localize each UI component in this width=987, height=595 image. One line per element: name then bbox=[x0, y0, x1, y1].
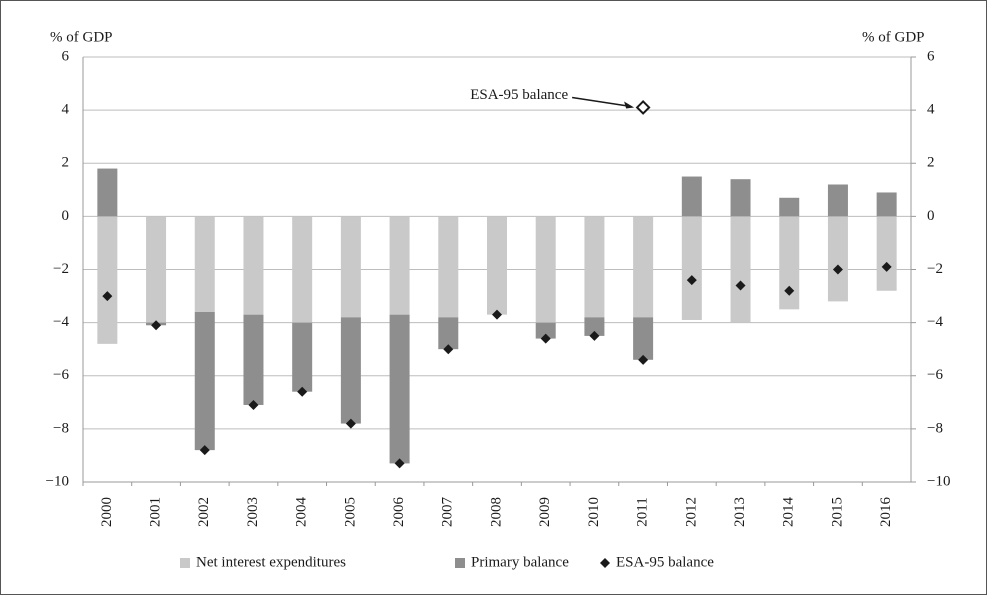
y2-tick-label: −6 bbox=[927, 367, 943, 383]
y-tick-label: 6 bbox=[62, 48, 70, 64]
bar bbox=[779, 197, 800, 217]
y2-tick-label: −10 bbox=[927, 473, 950, 489]
marker bbox=[345, 418, 356, 429]
y-tick-label: 2 bbox=[62, 155, 70, 171]
bar bbox=[681, 176, 702, 217]
y2-tick-label: −8 bbox=[927, 420, 943, 436]
marker bbox=[638, 354, 649, 365]
marker bbox=[248, 399, 259, 410]
y-axis-label: % of GDP bbox=[50, 29, 113, 45]
bar bbox=[97, 168, 118, 217]
y-tick-label: −4 bbox=[53, 314, 69, 330]
bar bbox=[535, 216, 556, 323]
x-tick-label: 2014 bbox=[781, 497, 797, 528]
legend-swatch bbox=[455, 558, 465, 568]
marker bbox=[735, 280, 746, 291]
bar bbox=[389, 314, 410, 464]
bar bbox=[827, 216, 848, 302]
bar bbox=[438, 317, 459, 350]
bar bbox=[243, 216, 264, 315]
marker bbox=[686, 275, 697, 286]
y-tick-label: −6 bbox=[53, 367, 69, 383]
marker bbox=[102, 291, 113, 302]
y2-tick-label: 2 bbox=[927, 155, 935, 171]
bar bbox=[584, 317, 605, 336]
marker bbox=[151, 320, 162, 331]
x-tick-label: 2008 bbox=[488, 497, 504, 527]
marker bbox=[832, 264, 843, 275]
x-tick-label: 2002 bbox=[196, 497, 212, 527]
bar bbox=[340, 317, 361, 424]
bar bbox=[633, 317, 654, 360]
bar bbox=[340, 216, 361, 318]
y-tick-label: 0 bbox=[62, 208, 70, 224]
bar bbox=[535, 322, 556, 339]
x-tick-label: 2011 bbox=[635, 497, 651, 526]
y2-tick-label: 4 bbox=[927, 102, 935, 118]
legend-swatch bbox=[600, 558, 610, 568]
bar bbox=[292, 322, 313, 392]
bar bbox=[194, 312, 215, 451]
marker bbox=[443, 344, 454, 355]
annotation-arrow bbox=[572, 96, 632, 108]
bar bbox=[487, 216, 507, 315]
annotation-arrowhead bbox=[624, 101, 635, 109]
x-tick-label: 2000 bbox=[99, 497, 115, 527]
bar bbox=[681, 216, 702, 320]
x-tick-label: 2005 bbox=[342, 497, 358, 527]
marker bbox=[540, 333, 551, 344]
y2-axis-label: % of GDP bbox=[862, 29, 925, 45]
legend-label: Net interest expenditures bbox=[196, 554, 346, 570]
bar bbox=[876, 216, 897, 291]
annotation-text: ESA-95 balance bbox=[470, 87, 568, 103]
legend-label: Primary balance bbox=[471, 554, 569, 570]
bar bbox=[97, 216, 118, 344]
bar bbox=[779, 216, 800, 310]
y2-tick-label: 6 bbox=[927, 48, 935, 64]
bar bbox=[146, 216, 167, 323]
x-tick-label: 2004 bbox=[294, 497, 310, 528]
x-tick-label: 2006 bbox=[391, 497, 407, 528]
marker bbox=[199, 445, 210, 456]
bar bbox=[243, 314, 264, 405]
bar bbox=[194, 216, 215, 312]
y-tick-label: −10 bbox=[46, 473, 69, 489]
bar bbox=[633, 216, 654, 318]
bar bbox=[827, 184, 848, 217]
marker bbox=[589, 330, 600, 341]
x-tick-label: 2015 bbox=[829, 497, 845, 527]
y2-tick-label: −4 bbox=[927, 314, 943, 330]
x-tick-label: 2013 bbox=[732, 497, 748, 527]
x-tick-label: 2012 bbox=[683, 497, 699, 527]
marker bbox=[881, 261, 892, 272]
marker bbox=[394, 458, 405, 469]
x-tick-label: 2010 bbox=[586, 497, 602, 527]
marker bbox=[297, 386, 308, 397]
bar bbox=[730, 179, 751, 217]
x-tick-label: 2009 bbox=[537, 497, 553, 527]
y-tick-label: −2 bbox=[53, 261, 69, 277]
y-tick-label: −8 bbox=[53, 420, 69, 436]
x-tick-label: 2016 bbox=[878, 497, 894, 528]
legend-label: ESA-95 balance bbox=[616, 554, 714, 570]
x-tick-label: 2007 bbox=[440, 497, 456, 528]
bar bbox=[730, 216, 751, 323]
marker bbox=[784, 285, 795, 296]
bar bbox=[438, 216, 459, 318]
bar bbox=[389, 216, 410, 315]
x-tick-label: 2003 bbox=[245, 497, 261, 527]
marker bbox=[492, 309, 502, 320]
y2-tick-label: −2 bbox=[927, 261, 943, 277]
annotation-marker bbox=[635, 100, 651, 115]
legend-swatch bbox=[180, 558, 190, 568]
x-tick-label: 2001 bbox=[147, 497, 163, 527]
y2-tick-label: 0 bbox=[927, 208, 935, 224]
bar bbox=[584, 216, 605, 318]
y-tick-label: 4 bbox=[62, 102, 70, 118]
bar bbox=[876, 192, 897, 217]
bar bbox=[292, 216, 313, 323]
